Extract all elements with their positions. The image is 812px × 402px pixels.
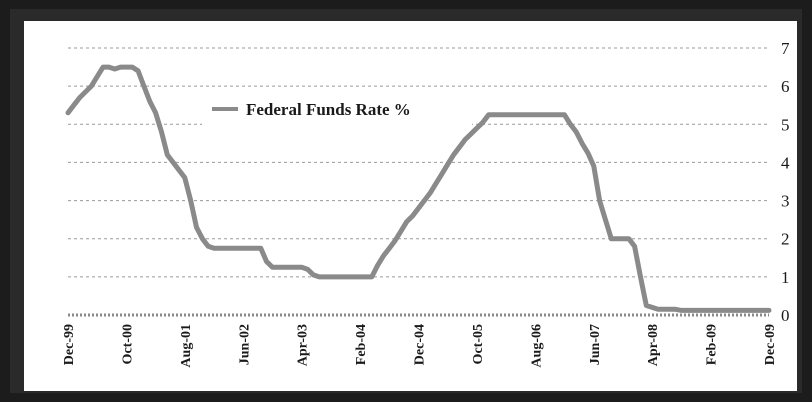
y-tick-label: 2 — [781, 230, 790, 249]
legend-label: Federal Funds Rate % — [246, 100, 411, 119]
x-tick-label: Dec-99 — [62, 324, 77, 365]
x-tick-label: Dec-04 — [413, 324, 428, 365]
x-tick-label: Feb-04 — [354, 324, 369, 365]
y-tick-label: 1 — [781, 268, 790, 287]
x-tick-labels: Dec-99 Oct-00 Aug-01 Jun-02 Apr-03 Feb-04 Dec-… — [62, 324, 778, 368]
x-tick-label: Apr-03 — [296, 324, 311, 366]
line-chart: 0 1 2 3 4 5 6 7 Dec-99 Oct-00 Aug-01 Jun-02 Apr-03 F… — [62, 39, 790, 368]
y-tick-label: 0 — [781, 306, 790, 325]
x-tick-label: Aug-06 — [529, 324, 544, 368]
y-tick-label: 3 — [781, 192, 790, 211]
legend-box — [202, 95, 472, 125]
y-tick-labels: 0 1 2 3 4 5 6 7 — [781, 39, 790, 325]
legend: Federal Funds Rate % — [202, 95, 472, 125]
x-tick-label: Jun-07 — [588, 324, 603, 365]
x-tick-label: Oct-00 — [120, 324, 135, 364]
x-tick-label: Apr-08 — [646, 324, 661, 366]
x-tick-label: Oct-05 — [471, 324, 486, 364]
y-tick-label: 7 — [781, 39, 790, 58]
y-tick-label: 6 — [781, 77, 790, 96]
y-tick-label: 4 — [781, 153, 790, 172]
x-tick-label: Jun-02 — [237, 324, 252, 365]
x-tick-label: Feb-09 — [705, 324, 720, 365]
x-tick-label: Aug-01 — [179, 324, 194, 368]
chart-panel: 0 1 2 3 4 5 6 7 Dec-99 Oct-00 Aug-01 Jun-02 Apr-03 F… — [24, 21, 797, 391]
series-lines — [65, 64, 772, 313]
x-tick-label: Dec-09 — [763, 324, 778, 365]
y-tick-label: 5 — [781, 115, 790, 134]
series-line-federal-funds-rate — [65, 64, 772, 313]
chart-frame: 0 1 2 3 4 5 6 7 Dec-99 Oct-00 Aug-01 Jun-02 Apr-03 F… — [10, 9, 802, 393]
